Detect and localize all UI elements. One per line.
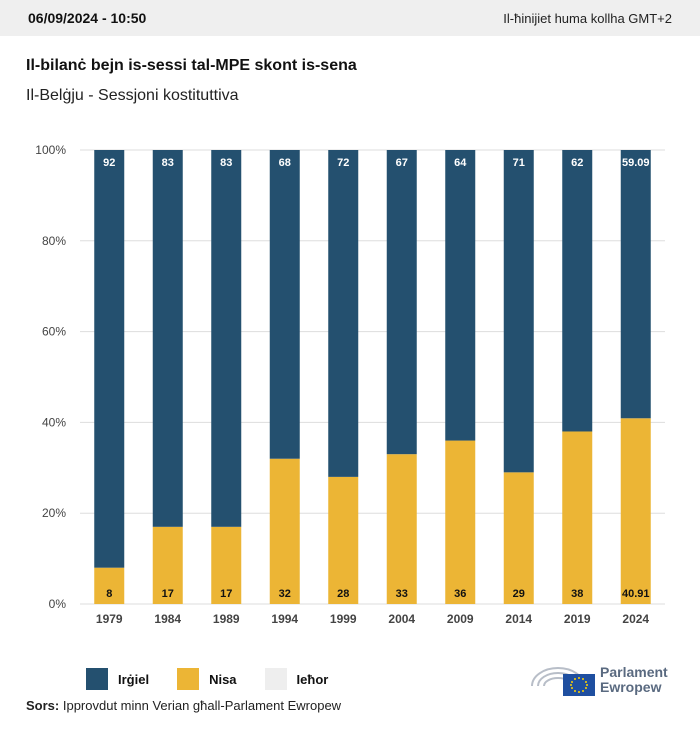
bar-men — [328, 150, 359, 477]
source-prefix: Sors: — [26, 698, 60, 713]
data-label-men: 68 — [279, 157, 291, 169]
x-tick-label: 2004 — [388, 612, 415, 626]
timezone-note: Il-ħinijiet huma kollha GMT+2 — [503, 10, 672, 26]
legend: Irġiel Nisa Ieħor — [86, 668, 356, 690]
x-tick-label: 1979 — [96, 612, 123, 626]
timestamp: 06/09/2024 - 10:50 — [28, 10, 147, 26]
chart-title: Il-bilanċ bejn is-sessi tal-MPE skont is… — [26, 57, 357, 74]
bar-women — [152, 526, 183, 604]
bar-men — [503, 150, 534, 473]
data-label-men: 92 — [103, 157, 115, 169]
data-label-women: 29 — [513, 588, 525, 600]
y-tick-label: 0% — [49, 597, 67, 611]
bar-men — [269, 150, 300, 459]
legend-swatch-men — [86, 668, 108, 690]
bar-women — [328, 476, 359, 604]
legend-swatch-other — [264, 668, 287, 690]
data-label-men: 71 — [513, 157, 525, 169]
data-label-men: 62 — [571, 157, 583, 169]
legend-label-women: Nisa — [209, 671, 237, 687]
data-label-women: 33 — [396, 588, 408, 600]
x-tick-label: 2014 — [505, 612, 532, 626]
data-label-women: 32 — [279, 588, 291, 600]
bar-men — [445, 150, 476, 441]
chart-subtitle: Il-Belġju - Sessjoni kostituttiva — [26, 87, 239, 104]
bar-women — [94, 567, 125, 604]
y-tick-label: 80% — [42, 234, 66, 248]
x-tick-label: 2019 — [564, 612, 591, 626]
bar-men — [386, 150, 417, 455]
y-tick-label: 40% — [42, 415, 66, 429]
bar-women — [386, 454, 417, 604]
source-note: Sors: Ipprovdut minn Verian għall-Parlam… — [26, 698, 341, 713]
data-label-men: 83 — [220, 157, 232, 169]
legend-item-women[interactable]: Nisa — [177, 668, 237, 690]
x-tick-label: 1984 — [154, 612, 181, 626]
data-label-women: 38 — [571, 588, 583, 600]
header-bar: 06/09/2024 - 10:50 Il-ħinijiet huma koll… — [0, 0, 700, 36]
y-tick-label: 20% — [42, 506, 66, 520]
legend-item-men[interactable]: Irġiel — [86, 668, 149, 690]
y-tick-label: 100% — [35, 143, 66, 157]
bar-men — [620, 150, 651, 419]
data-label-women: 40.91 — [622, 588, 650, 600]
y-tick-label: 60% — [42, 325, 66, 339]
legend-label-men: Irġiel — [118, 671, 150, 687]
data-label-women: 17 — [162, 588, 174, 600]
bar-women — [269, 458, 300, 604]
legend-label-other: Ieħor — [296, 671, 329, 687]
european-parliament-logo: Parlament Ewropew — [530, 660, 668, 700]
x-tick-label: 2024 — [622, 612, 649, 626]
data-label-women: 36 — [454, 588, 466, 600]
logo-wordmark: Parlament Ewropew — [600, 665, 668, 695]
bar-women — [445, 440, 476, 604]
logo-line-2: Ewropew — [600, 679, 662, 695]
legend-item-other[interactable]: Ieħor — [264, 668, 329, 690]
data-label-women: 28 — [337, 588, 349, 600]
bar-men — [211, 150, 242, 527]
data-label-women: 8 — [106, 588, 112, 600]
data-label-men: 67 — [396, 157, 408, 169]
bar-women — [503, 472, 534, 604]
x-tick-label: 1999 — [330, 612, 357, 626]
bar-women — [211, 526, 242, 604]
stacked-bar-chart: 0% 20% 40% 60% 80% 100% 8 92 1979 17 83 1984 17 83 198… — [35, 143, 665, 626]
x-tick-label: 2009 — [447, 612, 474, 626]
data-label-men: 83 — [162, 157, 174, 169]
source-text: Ipprovdut minn Verian għall-Parlament Ew… — [62, 698, 342, 713]
data-label-men: 64 — [454, 157, 467, 169]
x-tick-label: 1994 — [271, 612, 298, 626]
data-label-women: 17 — [220, 588, 232, 600]
x-tick-label: 1989 — [213, 612, 240, 626]
bar-men — [152, 150, 183, 527]
parliament-hemicycle-icon — [531, 667, 595, 696]
bar-women — [562, 431, 593, 604]
bar-men — [562, 150, 593, 432]
legend-swatch-women — [177, 668, 200, 690]
bar-women — [620, 418, 651, 604]
data-label-men: 59.09 — [622, 157, 650, 169]
bar-men — [94, 150, 125, 568]
logo-line-1: Parlament — [600, 664, 668, 680]
data-label-men: 72 — [337, 157, 349, 169]
